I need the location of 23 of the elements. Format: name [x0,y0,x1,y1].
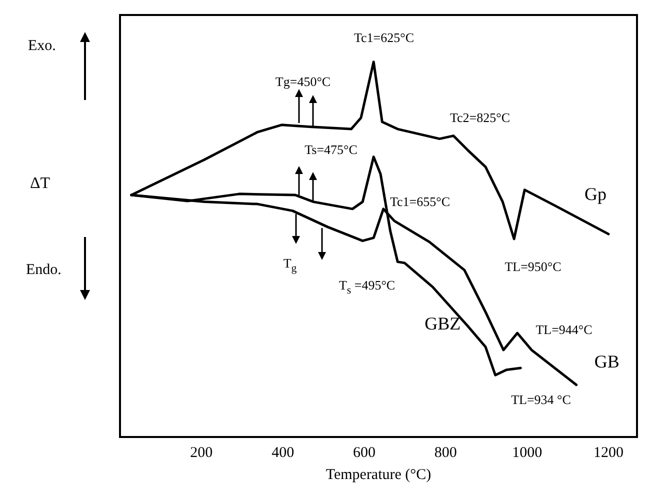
series-label: GBZ [424,314,461,334]
x-tick-label: 1000 [512,444,542,461]
x-axis-title: Temperature (°C) [326,466,432,483]
annotation: Tc2=825°C [450,110,510,126]
x-tick-label: 1200 [594,444,624,461]
annotation: T$_{s}$ =495°C [338,278,396,296]
annotation: TL=944°C [536,322,592,338]
annotation: TL=950°C [504,259,562,275]
text: Endo. [26,262,62,279]
x-tick-label: 200 [190,444,213,461]
series-label: GB [594,352,620,372]
annotation: T$_{g}$ [283,256,297,274]
text: Exo. [28,38,56,55]
x-tick-label: 800 [434,444,457,461]
text: Tc1=625°C [354,30,414,46]
x-tick-label: 400 [272,444,294,461]
y-axis-title: ΔT [30,175,50,193]
annotation: Ts=475°C [304,142,358,158]
series-label: Gp [584,184,607,204]
annotation: Tc1=655°C [390,194,450,210]
annotation: TL=934 °C [511,392,571,408]
annotation: Tg=450°C [275,74,331,90]
x-tick-label: 600 [353,444,376,461]
